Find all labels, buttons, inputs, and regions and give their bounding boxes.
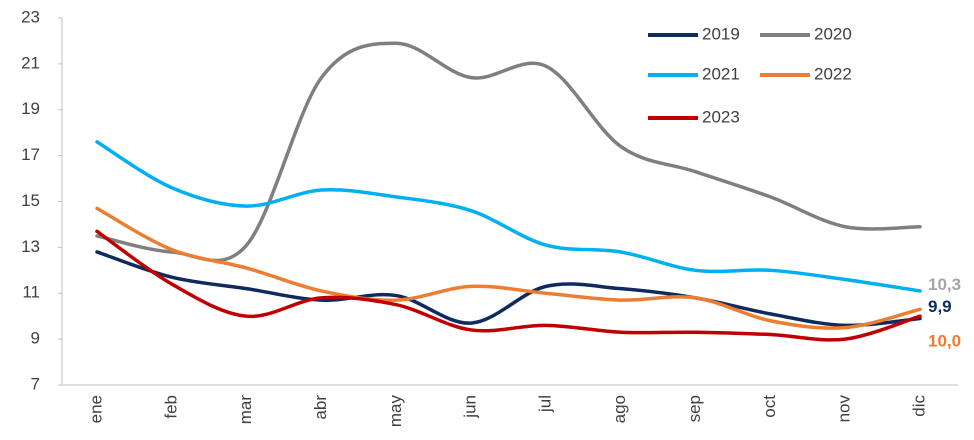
y-tick-label: 21	[21, 53, 40, 72]
y-tick-label: 11	[22, 283, 40, 302]
x-tick-label: dic	[909, 395, 928, 417]
line-series	[95, 140, 922, 293]
legend-label: 2021	[702, 64, 740, 83]
x-tick-label: sep	[685, 395, 704, 422]
legend-label: 2019	[702, 24, 740, 43]
x-tick-label: ago	[610, 395, 629, 423]
y-tick-label: 19	[21, 99, 40, 118]
x-tick-label: jul	[535, 395, 554, 413]
y-tick-label: 9	[31, 329, 40, 348]
line-series	[95, 229, 922, 342]
y-tick-label: 7	[31, 374, 40, 393]
x-tick-label: nov	[835, 395, 854, 423]
y-tick-label: 17	[21, 145, 40, 164]
y-tick-label: 13	[21, 237, 40, 256]
x-tick-label: jun	[461, 395, 480, 419]
legend-label: 2020	[814, 24, 852, 43]
x-tick-label: may	[386, 395, 405, 428]
x-tick-label: mar	[236, 395, 255, 425]
y-tick-label: 15	[21, 191, 40, 210]
x-tick-label: abr	[311, 395, 330, 420]
line-series	[95, 206, 922, 330]
data-label: 9,9	[928, 297, 952, 316]
x-tick-label: ene	[86, 395, 105, 423]
line-series	[95, 250, 922, 328]
x-tick-label: feb	[161, 395, 180, 419]
x-tick-label: oct	[760, 395, 779, 418]
legend-label: 2022	[814, 64, 852, 83]
data-label: 10,0	[928, 332, 961, 351]
line-series	[95, 41, 922, 263]
legend-label: 2023	[702, 107, 740, 126]
data-label: 10,3	[928, 275, 961, 294]
y-tick-label: 23	[21, 7, 40, 26]
